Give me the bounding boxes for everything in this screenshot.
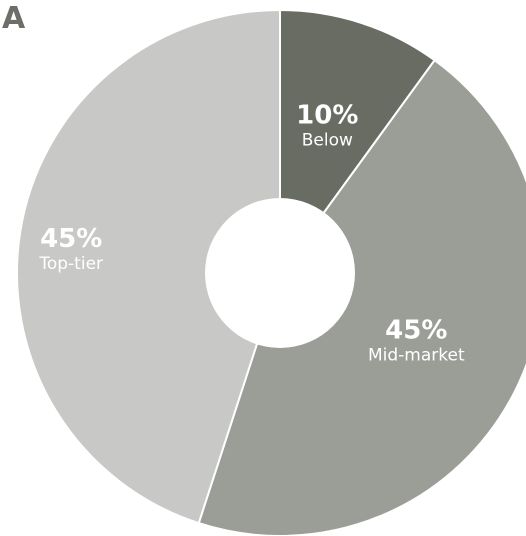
pie-slice-mid-market — [197, 58, 526, 536]
pie-slice-top-tier — [15, 8, 281, 525]
slices-group — [15, 8, 526, 536]
slice-value-label: 45% — [40, 224, 102, 254]
donut-hole — [205, 198, 355, 348]
slice-value-label: 45% — [385, 316, 447, 346]
pie-slice-below — [279, 8, 436, 277]
slice-category-label: Top-tier — [38, 254, 103, 274]
slice-category-label: Below — [302, 131, 353, 151]
slice-category-label: Mid-market — [368, 346, 465, 366]
slice-value-label: 10% — [296, 101, 358, 131]
panel-label: A — [2, 1, 26, 36]
